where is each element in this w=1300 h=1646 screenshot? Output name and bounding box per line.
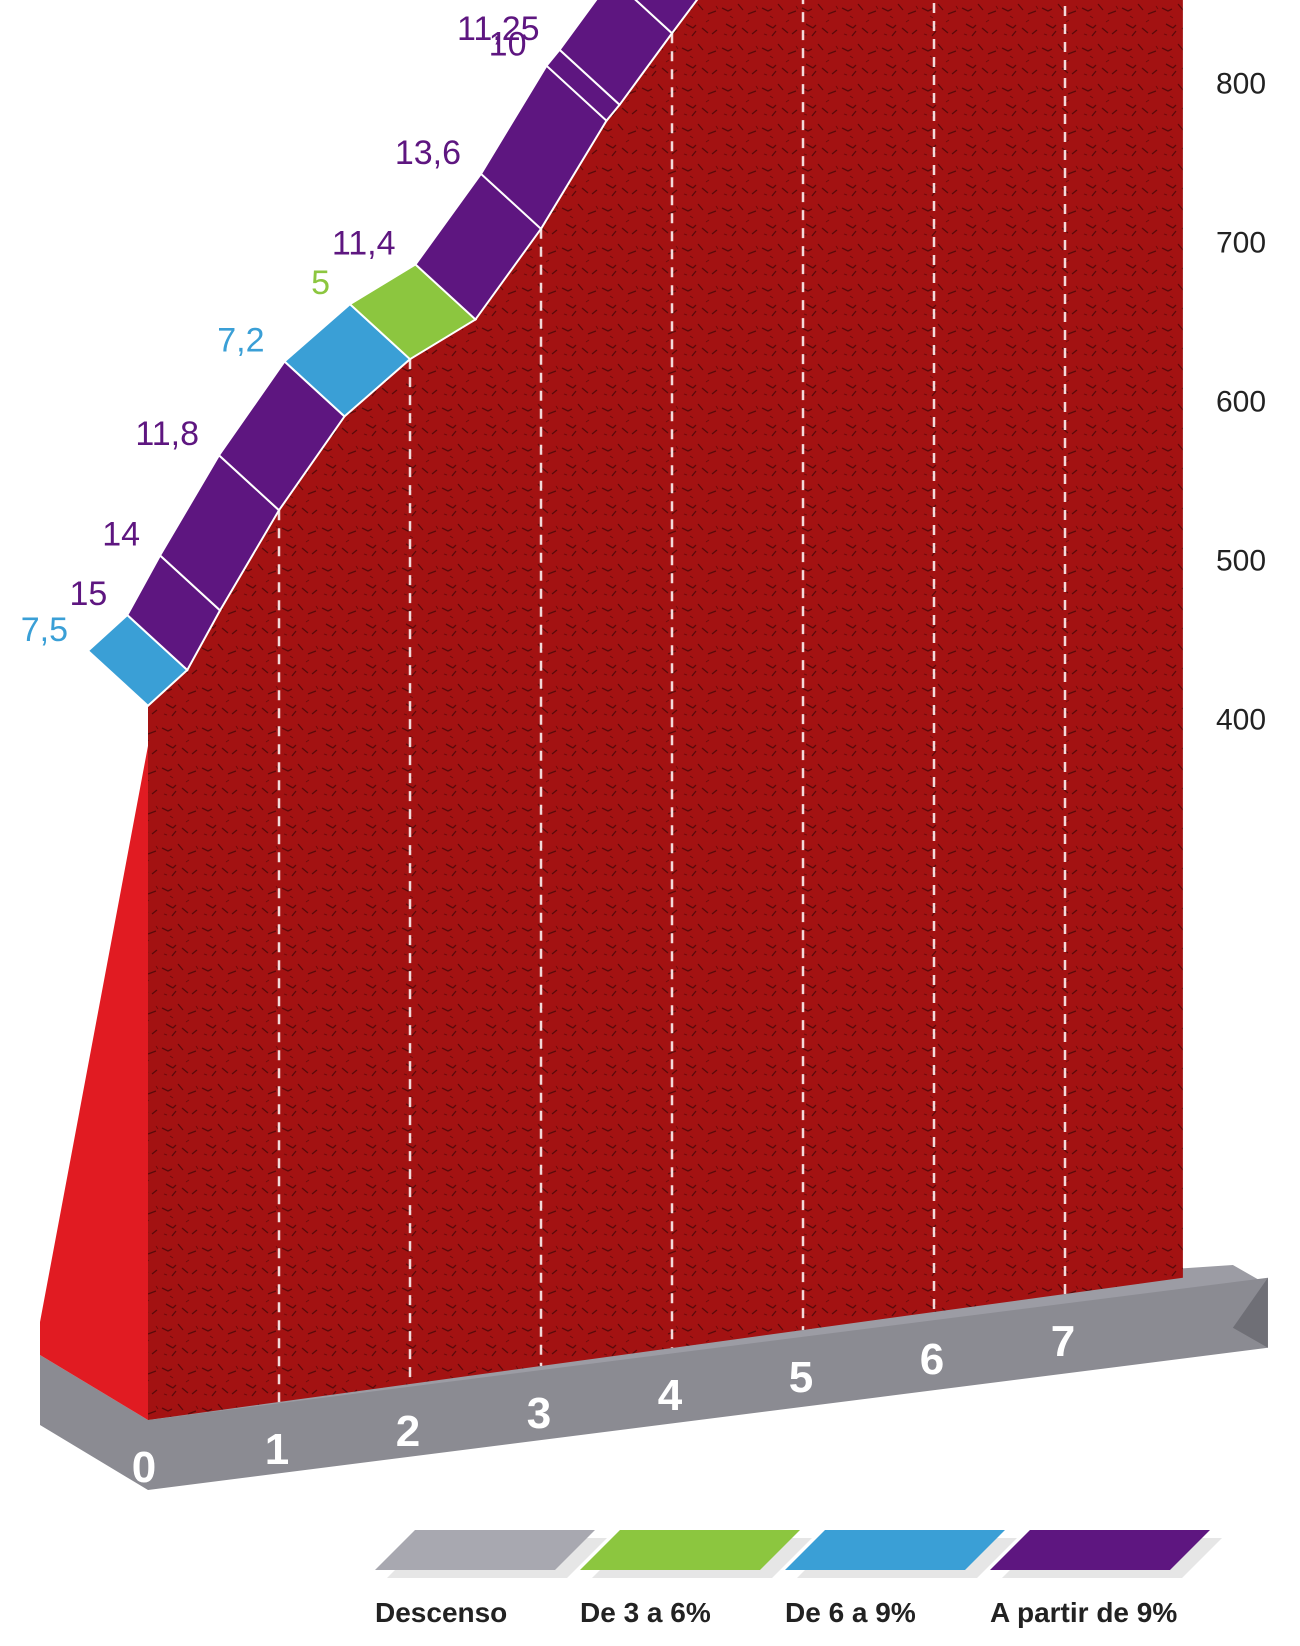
y-tick-4: 800 [1216, 68, 1266, 101]
x-tick-5: 5 [789, 1353, 813, 1402]
x-tick-2: 2 [396, 1407, 420, 1456]
gradient-label-0: 7,5 [21, 611, 68, 649]
legend-label-0: Descenso [375, 1597, 507, 1628]
gradient-label-1: 15 [69, 575, 107, 613]
gradient-label-4: 7,2 [217, 321, 264, 359]
gradient-ribbon [86, 0, 699, 708]
y-axis-ticks: 4005006007008009001.0001.1001.200 [1216, 68, 1266, 737]
legend: Descenso De 3 a 6% De 6 a 9% A partir de 9% [375, 1530, 1222, 1628]
x-axis-ticks: 0 1 2 3 4 5 6 7 [132, 1317, 1075, 1492]
legend-swatch-1 [580, 1530, 800, 1570]
km-marker-lines [277, 0, 1067, 1402]
x-tick-0: 0 [132, 1443, 156, 1492]
legend-swatch-0 [375, 1530, 595, 1570]
x-tick-1: 1 [265, 1425, 289, 1474]
gradient-label-8: 10 [489, 26, 527, 64]
y-tick-0: 400 [1216, 704, 1266, 737]
mountain-profile-area [148, 0, 1183, 1420]
legend-swatch-2 [785, 1530, 1005, 1570]
gradient-segment-9 [558, 0, 674, 107]
x-tick-7: 7 [1051, 1317, 1075, 1366]
legend-label-3: A partir de 9% [990, 1597, 1177, 1628]
gradient-label-2: 14 [102, 515, 140, 553]
x-tick-4: 4 [658, 1371, 683, 1420]
gradient-segment-10 [634, 0, 699, 35]
x-tick-3: 3 [527, 1389, 551, 1438]
y-tick-2: 600 [1216, 386, 1266, 419]
gradient-label-7: 13,6 [395, 134, 461, 172]
legend-label-1: De 3 a 6% [580, 1597, 711, 1628]
x-tick-6: 6 [920, 1335, 944, 1384]
y-tick-3: 700 [1216, 227, 1266, 260]
gradient-label-6: 11,4 [332, 224, 396, 262]
legend-swatch-3 [990, 1530, 1210, 1570]
gradient-labels: 7,5151411,87,2511,413,61011,2511-2,51089… [21, 10, 540, 649]
base-front-face [40, 1277, 1268, 1490]
y-tick-1: 500 [1216, 545, 1266, 578]
gradient-label-5: 5 [311, 264, 330, 302]
gradient-label-3: 11,8 [135, 415, 199, 453]
start-block [40, 745, 148, 1420]
legend-label-2: De 6 a 9% [785, 1597, 916, 1628]
gradient-label-9: 11,25 [457, 10, 540, 48]
base-right-face [1232, 1277, 1268, 1348]
